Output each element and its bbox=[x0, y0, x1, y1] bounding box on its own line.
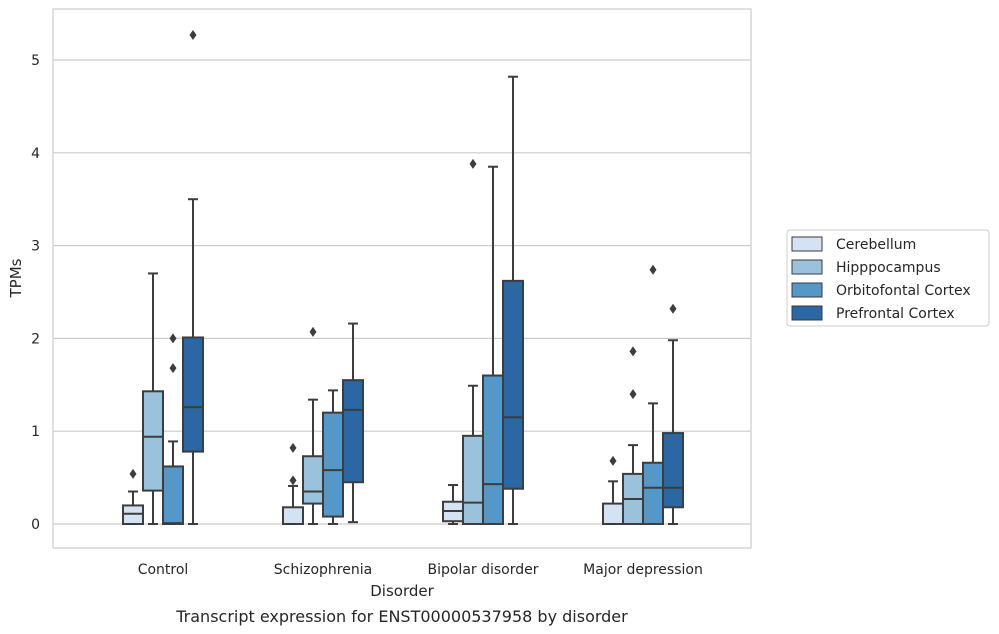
y-tick-label-4: 4 bbox=[31, 146, 40, 162]
chart-caption: Transcript expression for ENST0000053795… bbox=[175, 607, 628, 626]
outlier-0 bbox=[189, 29, 197, 40]
box-body bbox=[642, 461, 664, 526]
y-axis-ticks: 0 1 2 3 4 5 bbox=[31, 53, 40, 533]
box-2-2 bbox=[482, 165, 504, 525]
box-1-0 bbox=[282, 442, 304, 525]
y-tick-label-0: 0 bbox=[31, 517, 40, 533]
legend-label-prefrontal: Prefrontal Cortex bbox=[836, 306, 955, 322]
box-body bbox=[342, 379, 364, 484]
outlier-0 bbox=[309, 326, 317, 337]
y-tick-label-3: 3 bbox=[31, 239, 40, 255]
outlier-0 bbox=[629, 389, 637, 400]
box-0-2 bbox=[162, 333, 184, 525]
box-1-1 bbox=[302, 326, 324, 525]
outlier-0 bbox=[609, 455, 617, 466]
y-axis-label: TPMs bbox=[7, 258, 25, 298]
box-body bbox=[482, 374, 504, 525]
x-tick-label-1: Schizophrenia bbox=[274, 562, 372, 578]
box-2-0 bbox=[442, 484, 464, 525]
x-tick-label-0: Control bbox=[138, 562, 189, 578]
outlier-0 bbox=[129, 468, 137, 479]
outlier-0 bbox=[469, 158, 477, 169]
y-tick-label-2: 2 bbox=[31, 331, 40, 347]
x-tick-label-3: Major depression bbox=[583, 562, 703, 578]
box-2-1 bbox=[462, 158, 484, 525]
box-0-0 bbox=[122, 468, 144, 526]
legend-swatch-cerebellum bbox=[791, 236, 823, 252]
box-body bbox=[142, 390, 164, 492]
y-tick-label-1: 1 bbox=[31, 424, 40, 440]
box-3-2 bbox=[642, 264, 664, 526]
legend-entry-hippocampus: Hipppocampus bbox=[791, 259, 941, 276]
box-0-1 bbox=[142, 272, 164, 525]
box-0-3 bbox=[182, 29, 204, 525]
box-body bbox=[502, 279, 524, 490]
box-body bbox=[162, 465, 184, 525]
box-body bbox=[282, 506, 304, 525]
outlier-0 bbox=[169, 363, 177, 374]
outlier-1 bbox=[629, 346, 637, 357]
legend-label-hippocampus: Hipppocampus bbox=[836, 260, 941, 276]
outlier-0 bbox=[289, 475, 297, 486]
y-tick-label-5: 5 bbox=[31, 53, 40, 69]
box-1-2 bbox=[322, 389, 344, 525]
legend-swatch-prefrontal bbox=[791, 305, 823, 321]
box-body bbox=[662, 432, 684, 509]
legend-label-orbitofrontal: Orbitofontal Cortex bbox=[836, 283, 971, 299]
box-body bbox=[182, 336, 204, 453]
legend-entry-prefrontal: Prefrontal Cortex bbox=[791, 305, 955, 322]
outlier-1 bbox=[289, 442, 297, 453]
outlier-0 bbox=[669, 303, 677, 314]
box-1-3 bbox=[342, 322, 364, 524]
box-body bbox=[322, 411, 344, 518]
legend-swatch-orbitofrontal bbox=[791, 282, 823, 298]
legend-entry-orbitofrontal: Orbitofontal Cortex bbox=[791, 282, 971, 299]
legend-label-cerebellum: Cerebellum bbox=[836, 237, 916, 253]
outlier-1 bbox=[169, 333, 177, 344]
legend-entry-cerebellum: Cerebellum bbox=[791, 236, 916, 253]
legend-frame bbox=[786, 229, 990, 327]
box-body bbox=[302, 455, 324, 505]
x-axis-label: Disorder bbox=[370, 582, 434, 600]
box-body bbox=[462, 434, 484, 525]
box-3-1 bbox=[622, 346, 644, 525]
box-3-3 bbox=[662, 303, 684, 525]
box-body bbox=[602, 502, 624, 526]
legend-swatch-hippocampus bbox=[791, 259, 823, 275]
x-tick-label-2: Bipolar disorder bbox=[427, 562, 538, 578]
x-axis-ticks: Control Schizophrenia Bipolar disorder Majo… bbox=[138, 562, 703, 578]
boxes bbox=[122, 29, 684, 526]
box-3-0 bbox=[602, 455, 624, 526]
outlier-0 bbox=[649, 264, 657, 275]
plot-frame bbox=[52, 8, 752, 549]
box-2-3 bbox=[502, 75, 524, 525]
legend: Cerebellum Hipppocampus Orbitofontal Cor… bbox=[786, 229, 990, 327]
